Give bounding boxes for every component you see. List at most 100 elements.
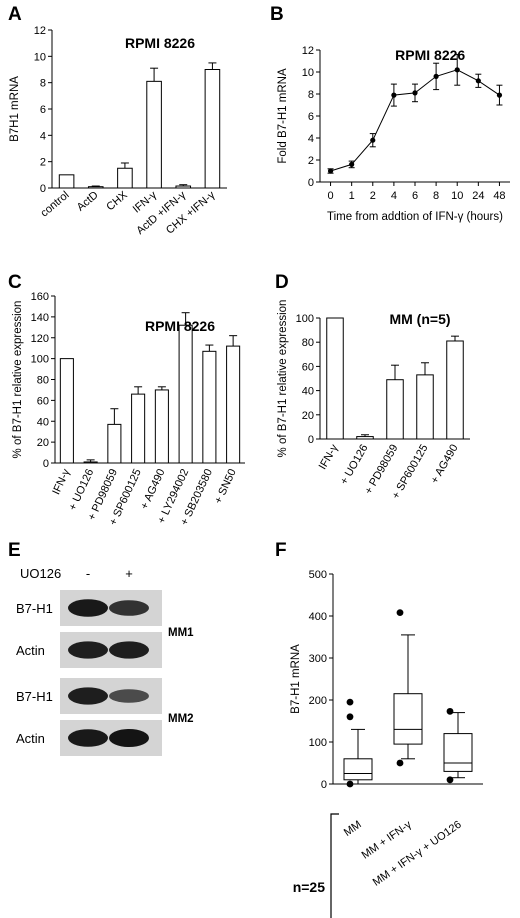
panel-letter-e: E	[8, 540, 21, 561]
data-point	[327, 168, 334, 174]
data-point	[412, 90, 418, 96]
protein-band	[68, 599, 108, 617]
y-tick-label: 8	[40, 78, 46, 90]
y-tick-label: 60	[37, 395, 49, 407]
y-tick-label: 12	[34, 25, 46, 37]
y-tick-label: 2	[40, 157, 46, 169]
data-point	[496, 92, 503, 98]
blot-group-label: MM2	[168, 713, 194, 725]
data-point	[370, 137, 376, 143]
y-tick-label: 80	[37, 375, 49, 387]
data-point	[391, 92, 397, 98]
bar	[83, 461, 98, 464]
chart-panel-d: 0 20 40 60 80 100 % of B7-H1 relative expressi…	[277, 300, 470, 501]
bar	[446, 340, 464, 440]
y-tick-label: 100	[296, 313, 314, 325]
panel-letter-a: A	[8, 4, 22, 25]
y-tick-label: 12	[302, 45, 314, 57]
y-tick-label: 0	[43, 458, 49, 470]
data-point	[475, 78, 481, 84]
protein-band	[68, 687, 108, 705]
y-tick-label: 400	[309, 611, 327, 623]
y-tick-label: 40	[302, 386, 314, 398]
x-tick-label: IFN-γ	[317, 442, 341, 472]
y-tick-label: 120	[31, 333, 49, 345]
y-tick-label: 10	[302, 67, 314, 79]
protein-band	[68, 641, 108, 659]
y-tick-label: 160	[31, 291, 49, 303]
y-tick-label: 100	[309, 737, 327, 749]
y-axis-label: % of B7-H1 relative expression	[12, 301, 24, 459]
bar	[117, 167, 133, 189]
y-axis-label: B7H1 mRNA	[9, 76, 21, 142]
outlier-point	[396, 609, 404, 617]
outlier-point	[446, 707, 454, 715]
panel-letter-f: F	[275, 540, 287, 561]
bar	[326, 317, 344, 440]
x-tick-label: + AG490	[429, 443, 461, 486]
chart-title: MM (n=5)	[389, 311, 450, 327]
bar	[58, 174, 75, 189]
y-tick-label: 20	[302, 410, 314, 422]
y-axis-label: % of B7-H1 relative expression	[277, 300, 289, 458]
blot-row-label: Actin	[16, 731, 45, 746]
y-tick-label: 300	[309, 653, 327, 665]
bar	[154, 389, 169, 464]
protein-band	[109, 600, 149, 616]
data-point	[454, 67, 460, 73]
western-blot-panel: UO126 - + B7-H1 Actin B7-H1 Actin MM1 MM2	[16, 566, 194, 756]
y-tick-label: 0	[321, 779, 327, 791]
blot-row-label: Actin	[16, 643, 45, 658]
bar	[175, 185, 192, 189]
y-tick-label: 2	[308, 155, 314, 167]
bar	[107, 423, 122, 464]
bar	[59, 358, 74, 464]
x-tick-label: 2	[370, 190, 376, 202]
y-tick-label: 0	[308, 177, 314, 189]
chart-title: RPMI 8226	[145, 318, 215, 334]
y-axis-label: Fold B7-H1 mRNA	[277, 68, 289, 164]
x-tick-label: CHX	[104, 189, 130, 214]
bar	[204, 69, 221, 189]
y-tick-label: 6	[308, 111, 314, 123]
x-tick-label: ActD	[75, 189, 101, 214]
bar	[146, 80, 162, 189]
x-axis-label: Time from addtion of IFN-γ (hours)	[327, 211, 503, 223]
x-tick-label: 8	[433, 190, 439, 202]
x-tick-label: 4	[391, 190, 397, 202]
outlier-point	[446, 776, 454, 784]
group-bracket	[330, 813, 339, 918]
panel-letter-b: B	[270, 4, 284, 25]
chart-title: RPMI 8226	[125, 35, 195, 51]
chart-title: RPMI 8226	[395, 47, 465, 63]
y-tick-label: 8	[308, 89, 314, 101]
outlier-point	[346, 713, 354, 721]
x-tick-label: 6	[412, 190, 418, 202]
bar	[356, 436, 374, 440]
x-tick-label: + UO126	[338, 443, 371, 487]
x-tick-label: 24	[472, 190, 484, 202]
n-label: n=25	[293, 879, 326, 895]
y-tick-label: 0	[308, 434, 314, 446]
panel-letter-d: D	[275, 272, 289, 293]
y-tick-label: 100	[31, 354, 49, 366]
protein-band	[109, 641, 149, 659]
bar	[131, 393, 146, 464]
y-tick-label: 0	[40, 183, 46, 195]
bar	[87, 186, 104, 189]
y-tick-label: 10	[34, 51, 46, 63]
x-tick-label: 1	[349, 190, 355, 202]
chart-panel-c: 0 20 40 60 80 100 120 140 160 % of B7-H1 relative…	[12, 291, 245, 527]
outlier-point	[346, 698, 354, 706]
panel-letter-c: C	[8, 272, 22, 293]
protein-band	[109, 729, 149, 747]
bar	[202, 350, 217, 464]
x-tick-label: IFN-γ	[50, 467, 72, 497]
outlier-point	[396, 759, 404, 767]
y-tick-label: 6	[40, 104, 46, 116]
box	[393, 693, 423, 745]
lane-label: +	[125, 566, 133, 581]
bar	[178, 324, 193, 464]
